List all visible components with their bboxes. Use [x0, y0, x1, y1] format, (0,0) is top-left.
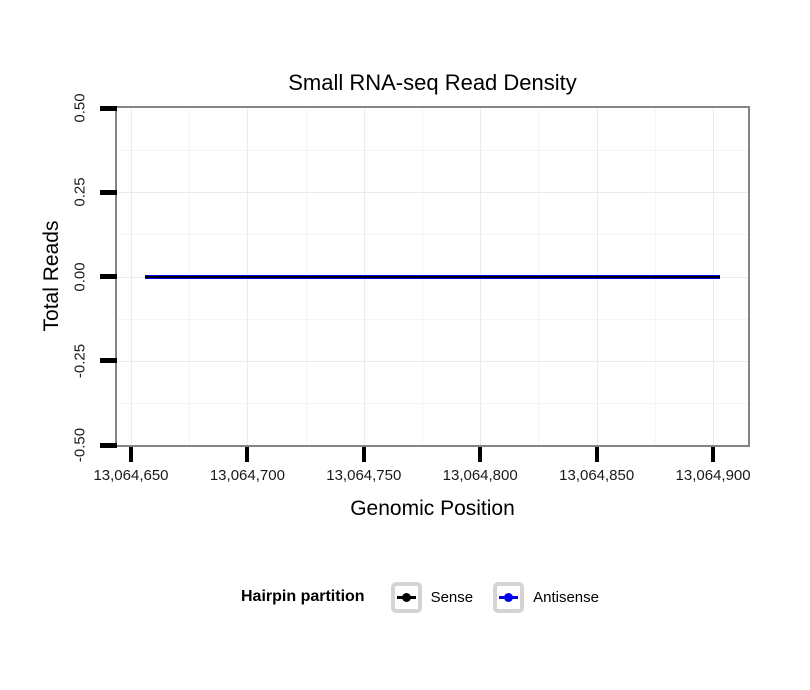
y-tick-mark [100, 274, 117, 279]
x-tick-mark [361, 447, 366, 462]
y-tick-mark [100, 442, 117, 448]
legend-label-antisense: Antisense [533, 588, 599, 606]
legend-key-sense [390, 581, 422, 613]
plot-panel [115, 106, 750, 447]
gridline-minor-y [117, 150, 748, 152]
y-tick-label: 0.00 [71, 261, 89, 292]
y-tick-label: -0.50 [71, 427, 89, 463]
gridline-major-y [117, 192, 748, 194]
x-tick-mark [245, 447, 250, 462]
legend-key-antisense [493, 581, 525, 613]
gridline-major-y [117, 360, 748, 362]
x-tick-mark [711, 447, 716, 462]
legend-items: Sense Antisense [390, 581, 619, 613]
x-tick-label: 13,064,850 [559, 467, 635, 484]
chart-title: Small RNA-seq Read Density [288, 70, 577, 95]
gridline-minor-y [117, 234, 748, 236]
y-tick-mark [100, 358, 117, 364]
antisense-key-dot [504, 592, 514, 602]
y-tick-label: -0.25 [71, 343, 89, 378]
x-tick-mark [594, 447, 599, 462]
x-tick-label: 13,064,700 [209, 467, 285, 484]
legend: Hairpin partition Sense Antisense [25, 579, 810, 615]
y-tick-label: 0.50 [71, 93, 89, 123]
legend-label-sense: Sense [430, 588, 474, 606]
y-axis-title: Total Reads [40, 220, 63, 332]
gridline-minor-y [117, 402, 748, 404]
y-tick-label: 0.25 [71, 177, 89, 207]
x-tick-label: 13,064,800 [442, 467, 518, 484]
x-tick-label: 13,064,650 [93, 467, 169, 484]
y-tick-mark [100, 189, 117, 195]
gridline-minor-y [117, 318, 748, 320]
x-tick-mark [129, 447, 133, 462]
y-tick-mark [100, 105, 117, 111]
x-tick-label: 13,064,750 [326, 467, 402, 484]
x-tick-mark [478, 447, 483, 462]
sense-line [144, 275, 720, 278]
sense-key-dot [401, 592, 411, 602]
legend-title: Hairpin partition [241, 588, 365, 605]
series-layer [117, 108, 748, 445]
x-tick-label: 13,064,900 [675, 467, 751, 484]
x-axis-title: Genomic Position [350, 497, 515, 520]
